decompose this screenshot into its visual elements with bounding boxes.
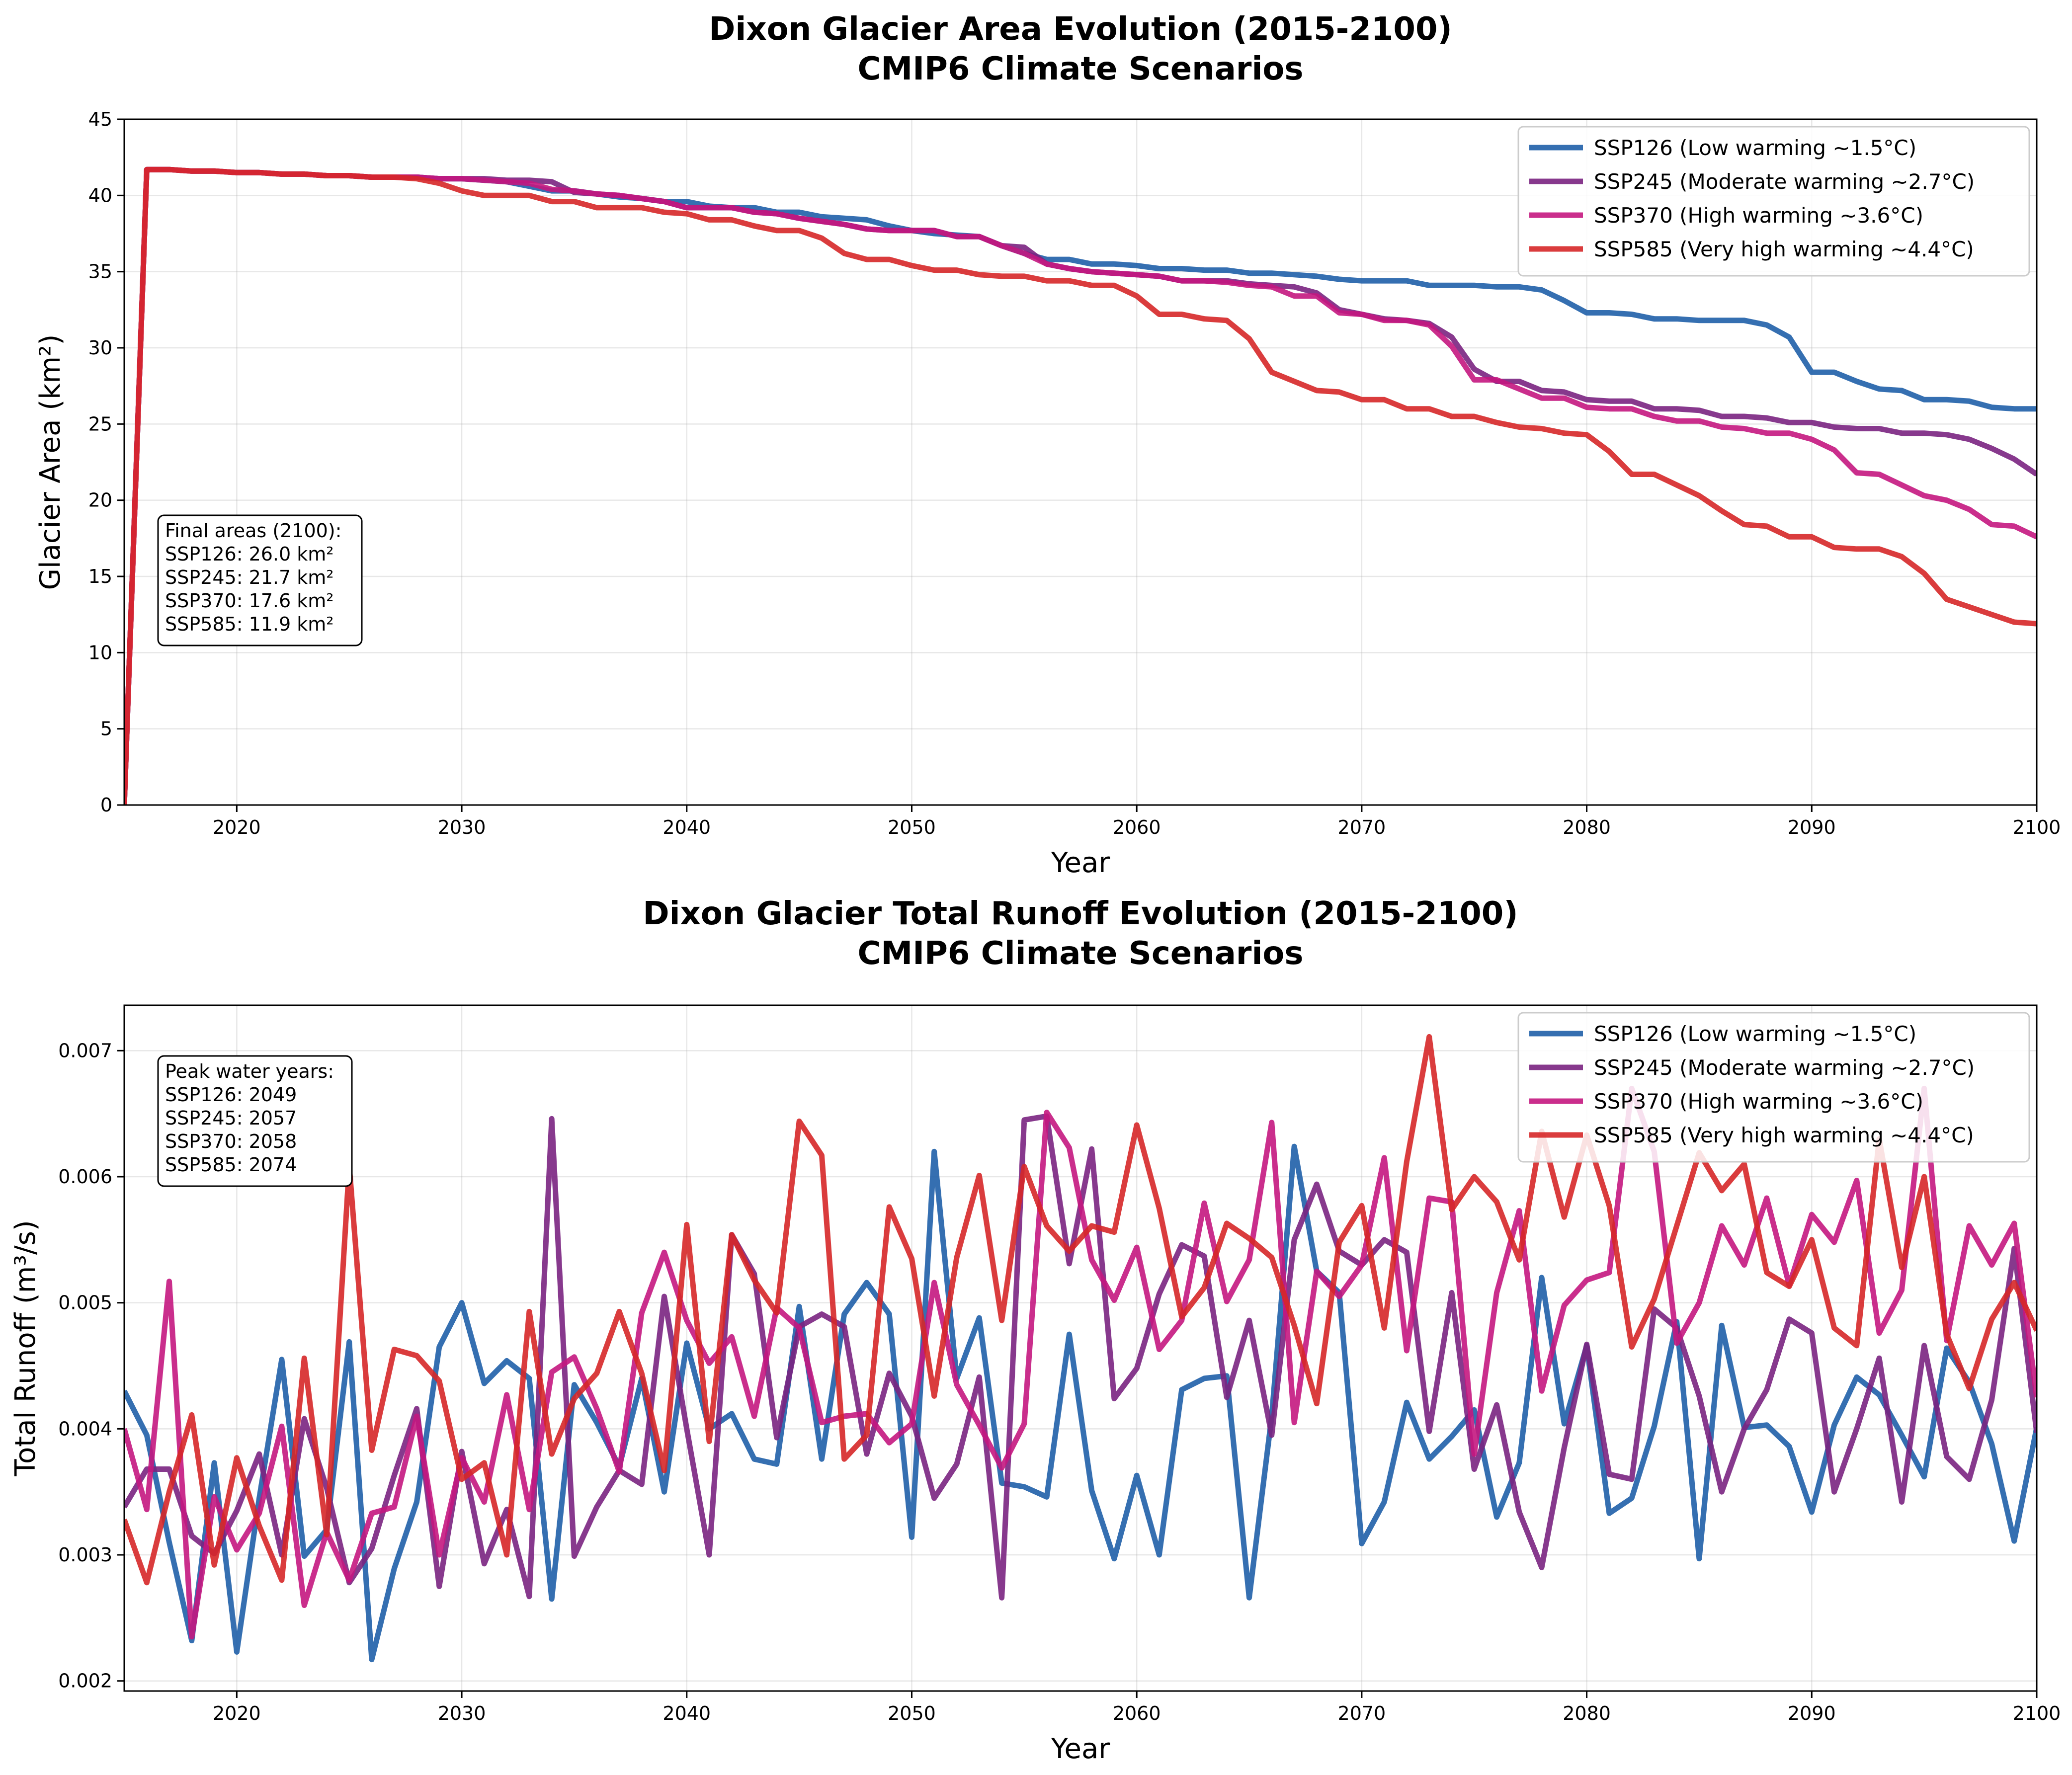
x-tick-label: 2050 — [888, 1702, 936, 1724]
y-axis-label: Glacier Area (km²) — [34, 334, 67, 590]
legend-box — [1517, 1012, 2030, 1163]
x-tick-label: 2060 — [1113, 1702, 1161, 1724]
x-tick-label: 2070 — [1338, 816, 1386, 838]
y-tick-label: 0.007 — [58, 1040, 112, 1061]
series-lines — [124, 166, 2037, 805]
x-tick-label: 2100 — [2013, 1702, 2061, 1724]
x-tick-label: 2070 — [1338, 1702, 1386, 1724]
y-tick-label: 0.003 — [58, 1544, 112, 1566]
legend-label-1: SSP126 (Low warming ~1.5°C) — [1594, 1022, 1916, 1046]
plot-frame — [123, 118, 2038, 806]
annotation-line-3: SSP245: 2057 — [165, 1107, 297, 1129]
legend-label-2: SSP245 (Moderate warming ~2.7°C) — [1594, 169, 1975, 194]
x-tick-label: 2020 — [213, 816, 261, 838]
chart-title-line-1: Dixon Glacier Total Runoff Evolution (20… — [643, 895, 1518, 932]
annotation-line-3: SSP245: 21.7 km² — [165, 566, 334, 588]
x-tick-label: 2080 — [1563, 816, 1611, 838]
y-axis-label: Total Runoff (m³/s) — [9, 1220, 42, 1476]
y-tick-label: 35 — [88, 261, 112, 283]
y-tick-label: 45 — [88, 108, 112, 130]
annotation-line-1: Final areas (2100): — [165, 520, 341, 542]
chart-title-line-2: CMIP6 Climate Scenarios — [858, 51, 1304, 87]
annotation-line-2: SSP126: 2049 — [165, 1084, 297, 1106]
total-runoff-panel: Dixon Glacier Total Runoff Evolution (20… — [9, 895, 2061, 1765]
legend-label-3: SSP370 (High warming ~3.6°C) — [1594, 1089, 1923, 1114]
legend: SSP126 (Low warming ~1.5°C) SSP245 (Moder… — [1517, 1012, 2030, 1163]
y-tick-label: 0 — [100, 794, 112, 816]
chart-title-line-2: CMIP6 Climate Scenarios — [858, 935, 1304, 972]
series-line-1 — [124, 1143, 2037, 1663]
x-tick-label: 2060 — [1113, 816, 1161, 838]
x-tick-label: 2040 — [663, 816, 711, 838]
plot-frame — [123, 1004, 2038, 1692]
series-line-3 — [124, 166, 2037, 805]
y-tick-label: 20 — [88, 489, 112, 511]
y-tick-label: 25 — [88, 413, 112, 435]
y-tick-label: 10 — [88, 642, 112, 663]
annotation-line-2: SSP126: 26.0 km² — [165, 543, 334, 565]
legend: SSP126 (Low warming ~1.5°C) SSP245 (Moder… — [1517, 126, 2030, 277]
series-line-4 — [124, 1034, 2037, 1586]
x-tick-label: 2080 — [1563, 1702, 1611, 1724]
annotation-box — [157, 1055, 353, 1187]
y-tick-label: 15 — [88, 565, 112, 587]
x-axis-label: Year — [1051, 847, 1111, 879]
x-axis-label: Year — [1051, 1733, 1111, 1765]
x-tick-label: 2030 — [438, 816, 486, 838]
annotation-line-5: SSP585: 11.9 km² — [165, 613, 334, 635]
annotation-line-1: Peak water years: — [165, 1060, 334, 1082]
annotation-line-4: SSP370: 2058 — [165, 1130, 297, 1152]
legend-box — [1517, 126, 2030, 277]
series-line-4 — [124, 166, 2037, 805]
chart-title-line-1: Dixon Glacier Area Evolution (2015-2100) — [709, 11, 1452, 48]
annotation: Final areas (2100):SSP126: 26.0 km²SSP24… — [157, 514, 363, 646]
annotation-line-5: SSP585: 2074 — [165, 1154, 297, 1176]
y-tick-label: 0.004 — [58, 1418, 112, 1440]
y-tick-label: 40 — [88, 184, 112, 206]
legend-label-4: SSP585 (Very high warming ~4.4°C) — [1594, 237, 1974, 261]
x-tick-label: 2020 — [213, 1702, 261, 1724]
y-tick-label: 5 — [100, 718, 112, 740]
legend-label-4: SSP585 (Very high warming ~4.4°C) — [1594, 1123, 1974, 1147]
legend-label-1: SSP126 (Low warming ~1.5°C) — [1594, 136, 1916, 160]
y-tick-label: 0.006 — [58, 1166, 112, 1188]
legend-label-2: SSP245 (Moderate warming ~2.7°C) — [1594, 1055, 1975, 1080]
x-tick-label: 2090 — [1788, 1702, 1836, 1724]
x-tick-label: 2100 — [2013, 816, 2061, 838]
x-tick-label: 2030 — [438, 1702, 486, 1724]
y-tick-label: 0.002 — [58, 1670, 112, 1692]
series-line-3 — [124, 1085, 2037, 1640]
x-tick-label: 2040 — [663, 1702, 711, 1724]
y-tick-label: 30 — [88, 337, 112, 359]
glacier-area-panel: Dixon Glacier Area Evolution (2015-2100)… — [34, 11, 2061, 879]
x-tick-label: 2050 — [888, 816, 936, 838]
annotation-line-4: SSP370: 17.6 km² — [165, 590, 334, 612]
x-tick-label: 2090 — [1788, 816, 1836, 838]
legend-label-3: SSP370 (High warming ~3.6°C) — [1594, 203, 1923, 228]
annotation-box — [157, 514, 363, 646]
series-lines — [124, 1034, 2037, 1663]
y-tick-label: 0.005 — [58, 1292, 112, 1314]
